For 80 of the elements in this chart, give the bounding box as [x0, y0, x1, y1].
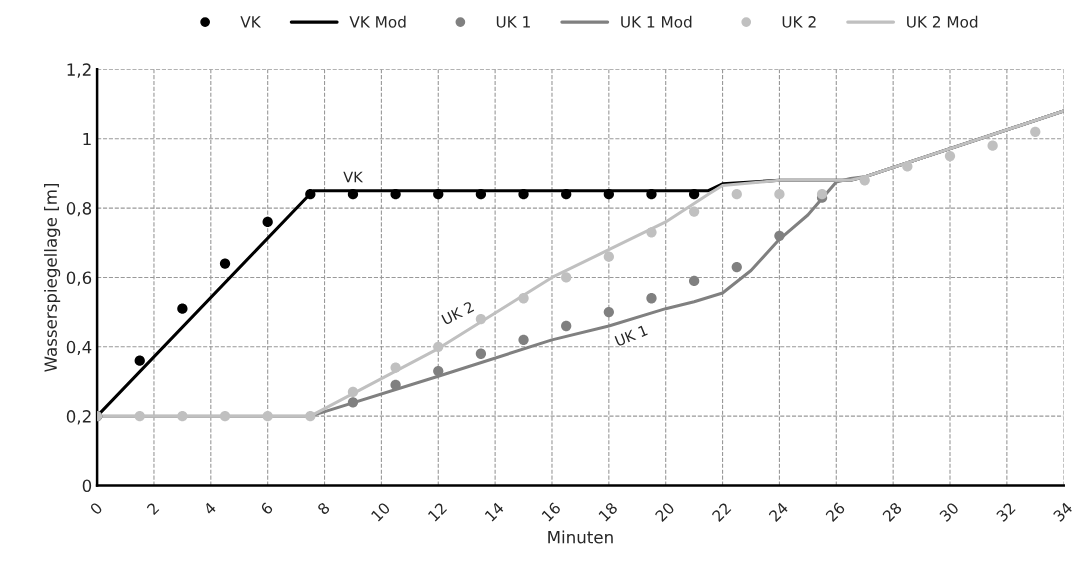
point — [390, 362, 401, 373]
point — [859, 175, 870, 186]
point — [688, 206, 700, 217]
y-tick-label: 1,2 — [67, 63, 91, 78]
point — [987, 140, 998, 151]
y-tick-label: 0,8 — [66, 202, 92, 217]
point — [305, 189, 316, 200]
x-tick-label: 22 — [711, 502, 732, 522]
x-tick-label: 26 — [825, 501, 846, 523]
legend-label: UK 2 Mod — [907, 15, 978, 28]
point — [262, 411, 273, 422]
x-tick-label: 32 — [995, 502, 1016, 523]
point — [646, 293, 657, 304]
x-tick-label: 12 — [427, 502, 448, 522]
point — [475, 189, 487, 200]
x-tick-label: 34 — [1052, 501, 1074, 523]
point — [561, 272, 572, 283]
x-tick-label: 28 — [882, 501, 903, 523]
point — [134, 355, 145, 366]
point — [134, 411, 145, 422]
point — [433, 189, 444, 200]
point — [433, 341, 444, 352]
x-axis-title: Minuten — [548, 530, 613, 544]
legend-label: UK 1 — [496, 16, 530, 28]
x-tick-label: 16 — [541, 501, 562, 522]
point — [1030, 126, 1041, 137]
point — [518, 189, 529, 200]
x-tick-label: 20 — [654, 501, 675, 523]
legend-label: UK 1 Mod — [621, 15, 692, 28]
point — [902, 161, 913, 172]
x-tick-label: 30 — [938, 501, 960, 523]
x-tick-label: 10 — [370, 501, 391, 522]
point — [603, 251, 614, 262]
point — [305, 411, 316, 422]
y-axis-title: Wasserspiegellage [m] — [44, 183, 61, 372]
point — [731, 261, 742, 273]
point — [646, 227, 657, 238]
point — [688, 189, 700, 200]
y-tick-label: 0,6 — [66, 271, 92, 286]
point — [518, 293, 529, 304]
annotation: UK 1 — [614, 324, 648, 347]
x-tick-label: 14 — [484, 501, 505, 522]
point — [561, 320, 572, 332]
point — [475, 313, 487, 325]
y-tick-label: 0 — [82, 479, 92, 493]
point — [774, 230, 785, 241]
legend-label: VK Mod — [349, 15, 406, 28]
point — [347, 386, 359, 398]
point — [347, 397, 359, 408]
x-tick-label: 6 — [259, 501, 274, 516]
point — [433, 365, 444, 377]
annotation: VK — [343, 171, 364, 183]
y-tick-label: 1 — [83, 132, 91, 146]
point — [688, 275, 700, 287]
point — [518, 334, 529, 346]
point — [262, 216, 273, 228]
y-tick-label: 0,2 — [66, 410, 91, 425]
point — [944, 150, 956, 162]
point — [774, 189, 785, 200]
point — [731, 189, 742, 200]
legend-label: UK 2 — [782, 16, 816, 28]
point — [603, 306, 614, 318]
point — [219, 411, 231, 422]
point — [603, 189, 614, 200]
y-tick-label: 0,4 — [66, 340, 92, 356]
legend-label: VK — [240, 16, 262, 28]
point — [177, 411, 188, 422]
point — [219, 258, 231, 269]
point — [646, 189, 657, 200]
annotation: UK 2 — [441, 301, 475, 326]
point — [390, 189, 401, 200]
x-tick-label: 2 — [146, 502, 160, 516]
point — [177, 303, 188, 314]
point — [475, 348, 487, 359]
x-tick-label: 4 — [203, 501, 217, 516]
point — [347, 189, 359, 200]
x-tick-label: 18 — [598, 501, 619, 522]
point — [561, 189, 572, 200]
x-tick-label: 24 — [768, 501, 789, 522]
x-tick-label: 8 — [316, 501, 331, 516]
